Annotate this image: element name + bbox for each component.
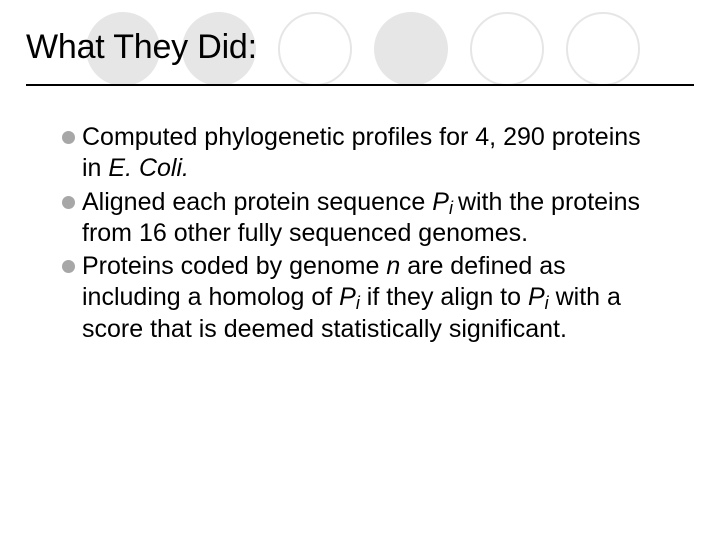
bullet-dot-icon [62, 131, 75, 144]
title-underline [26, 84, 694, 86]
slide-title: What They Did: [26, 28, 257, 67]
bullet-list: Computed phylogenetic profiles for 4, 29… [62, 122, 660, 347]
decorative-circle [374, 12, 448, 86]
bullet-text: Computed phylogenetic profiles for 4, 29… [82, 122, 660, 185]
bullet-text: Proteins coded by genome n are defined a… [82, 251, 660, 345]
bullet-item: Aligned each protein sequence Pi with th… [62, 187, 660, 250]
decorative-circle [566, 12, 640, 86]
decorative-circle [470, 12, 544, 86]
decorative-circle [278, 12, 352, 86]
bullet-dot-icon [62, 260, 75, 273]
bullet-item: Proteins coded by genome n are defined a… [62, 251, 660, 345]
bullet-item: Computed phylogenetic profiles for 4, 29… [62, 122, 660, 185]
bullet-dot-icon [62, 196, 75, 209]
bullet-text: Aligned each protein sequence Pi with th… [82, 187, 660, 250]
